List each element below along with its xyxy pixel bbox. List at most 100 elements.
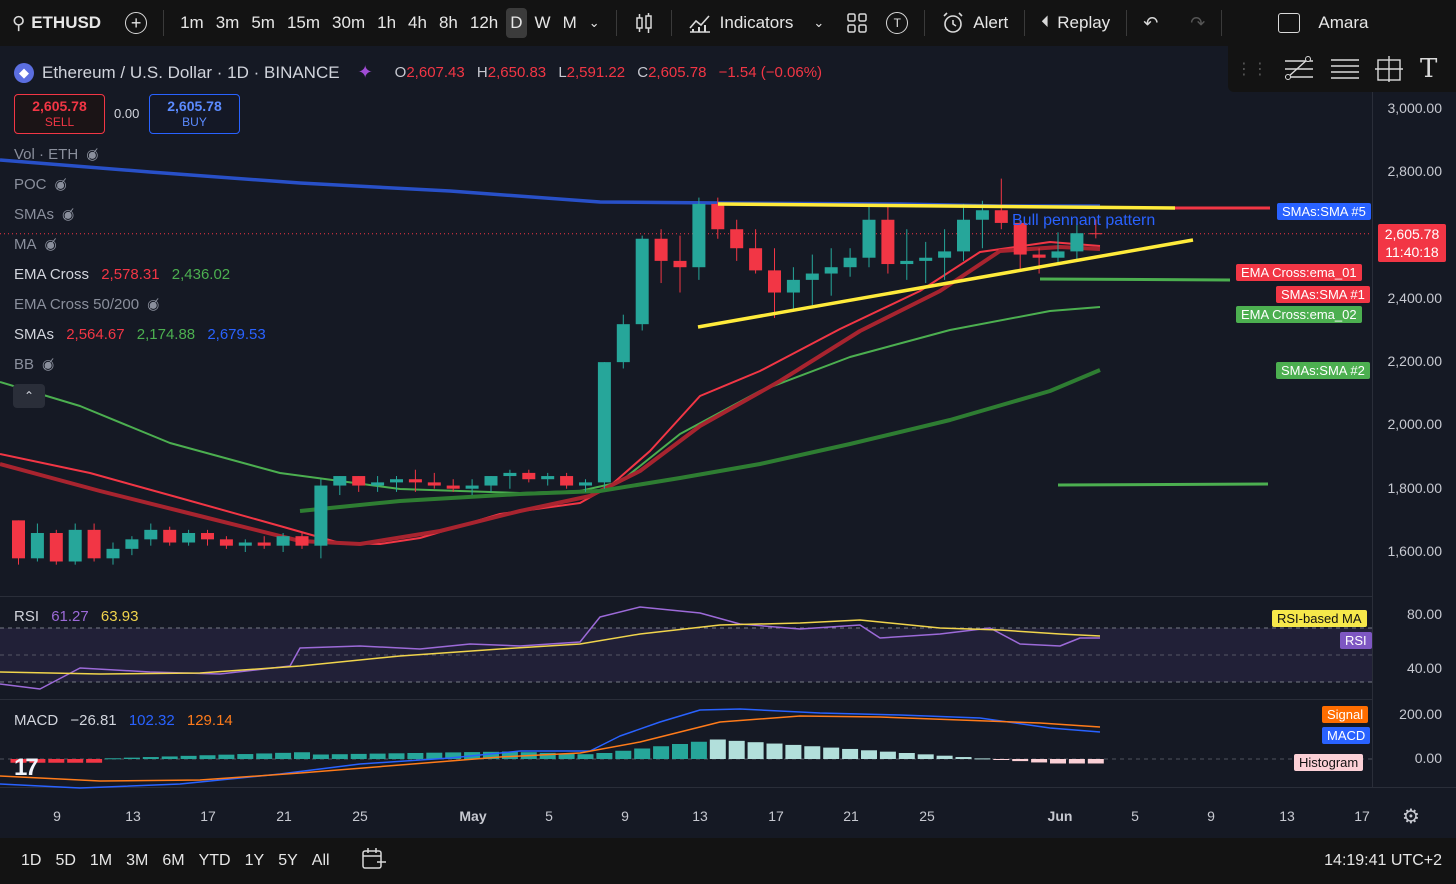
interval-1h[interactable]: 1h: [377, 13, 397, 32]
undo-button[interactable]: ↶: [1137, 8, 1164, 38]
price-axis-label: 2,200.00: [1387, 353, 1443, 370]
crosshair-box-icon[interactable]: [1374, 55, 1404, 83]
macd-histogram-bar: [483, 751, 499, 759]
legend-ma[interactable]: MA ◉̸: [14, 236, 57, 253]
range-1m[interactable]: 1M: [89, 852, 113, 869]
rsi-axis-80: 80.00: [1406, 606, 1442, 622]
tag-sma2: SMAs:SMA #2: [1276, 362, 1370, 379]
macd-histogram-bar: [1068, 759, 1085, 764]
buy-label: BUY: [182, 115, 207, 129]
range-ytd[interactable]: YTD: [198, 852, 231, 869]
interval-dropdown[interactable]: ⌄: [583, 8, 606, 38]
alert-label: Alert: [973, 13, 1009, 32]
template-badge: T: [886, 12, 909, 34]
legend-ema-cross-50-200[interactable]: EMA Cross 50/200 ◉̸: [14, 296, 159, 313]
chart-settings-button[interactable]: ⚙: [1402, 804, 1420, 829]
indicators-button[interactable]: Indicators: [682, 8, 800, 38]
eye-off-icon[interactable]: ◉̸: [62, 206, 75, 222]
price-axis-label: 2,800.00: [1387, 163, 1443, 180]
interval-5m[interactable]: 5m: [251, 13, 275, 32]
range-1d[interactable]: 1D: [21, 852, 42, 869]
chart-type-button[interactable]: [627, 8, 661, 38]
interval-d[interactable]: D: [506, 8, 527, 38]
legend-ema-cross[interactable]: EMA Cross 2,578.31 2,436.02: [14, 266, 230, 283]
interval-m[interactable]: M: [562, 13, 577, 32]
interval-15m[interactable]: 15m: [286, 13, 321, 32]
account-button[interactable]: Amara: [1272, 8, 1374, 38]
tradingview-logo[interactable]: 17: [14, 754, 39, 781]
interval-12h[interactable]: 12h: [469, 13, 499, 32]
range-6m[interactable]: 6M: [162, 852, 185, 869]
interval-w[interactable]: W: [534, 13, 551, 32]
layouts-button[interactable]: [840, 8, 874, 38]
range-3m[interactable]: 3M: [126, 852, 149, 869]
macd-legend[interactable]: MACD −26.81 102.32 129.14: [14, 712, 233, 729]
chart-annotation[interactable]: Bull pennant pattern: [1012, 212, 1156, 229]
compare-symbol-button[interactable]: +: [119, 8, 153, 38]
trend-angle-icon[interactable]: [1282, 55, 1316, 83]
candle-body: [106, 548, 120, 559]
rsi-label: RSI: [14, 608, 40, 625]
date-range-button[interactable]: [361, 847, 387, 876]
tag-signal: Signal: [1322, 706, 1369, 723]
templates-button[interactable]: T: [880, 8, 914, 38]
eye-off-icon[interactable]: ◉̸: [44, 236, 57, 252]
tag-macd: MACD: [1322, 727, 1371, 744]
current-price-value: 2,605.78: [1384, 226, 1440, 242]
interval-3m[interactable]: 3m: [215, 13, 240, 32]
interval-4h[interactable]: 4h: [408, 13, 427, 32]
candle-body: [503, 472, 517, 477]
tag-rsi-ma: RSI-based MA: [1272, 610, 1367, 627]
legend-smas[interactable]: SMAs 2,564.67 2,174.88 2,679.53: [14, 326, 266, 343]
candle-body: [49, 533, 63, 562]
chart-canvas[interactable]: [0, 46, 1456, 838]
eye-off-icon[interactable]: ◉̸: [147, 296, 160, 312]
rsi-legend[interactable]: RSI 61.27 63.93: [14, 608, 138, 625]
candle-body: [749, 248, 763, 271]
range-all[interactable]: All: [311, 852, 330, 869]
text-tool-icon[interactable]: T: [1420, 54, 1438, 84]
sma1-line: [0, 245, 1101, 546]
interval-1m[interactable]: 1m: [180, 13, 204, 32]
collapse-legend-button[interactable]: ⌃: [13, 384, 45, 408]
drag-handle-icon[interactable]: ⋮⋮: [1236, 61, 1268, 78]
interval-30m[interactable]: 30m: [332, 13, 366, 32]
candle-body: [87, 529, 101, 559]
eye-off-icon[interactable]: ◉̸: [54, 176, 67, 192]
macd-histogram-bar: [1087, 759, 1104, 764]
legend-poc-label: POC: [14, 176, 47, 193]
macd-histogram-bar: [275, 752, 292, 759]
clock[interactable]: 14:19:41 UTC+2: [1324, 852, 1442, 869]
interval-8h[interactable]: 8h: [438, 13, 458, 32]
square-icon: [1278, 13, 1301, 33]
countdown-value: 11:40:18: [1385, 244, 1439, 260]
macd-histogram-bar: [653, 746, 670, 759]
separator: [615, 10, 617, 36]
chart-area[interactable]: ◆ Ethereum / U.S. Dollar · 1D · BINANCE …: [0, 46, 1456, 838]
macd-histogram-bar: [426, 752, 443, 759]
share-icon[interactable]: ✦: [357, 62, 373, 82]
replay-button[interactable]: ⏴ Replay: [1035, 8, 1116, 38]
redo-button[interactable]: ↷: [1184, 8, 1211, 38]
buy-button[interactable]: 2,605.78 BUY: [149, 94, 240, 134]
range-1y[interactable]: 1Y: [244, 852, 265, 869]
symbol-search-button[interactable]: ⚲ ETHUSD: [0, 8, 107, 38]
alert-button[interactable]: Alert: [935, 8, 1014, 38]
macd-histogram-bar: [974, 758, 991, 760]
legend-smas-hidden[interactable]: SMAs ◉̸: [14, 206, 74, 223]
sell-button[interactable]: 2,605.78 SELL: [14, 94, 105, 134]
indicators-dropdown[interactable]: ⌄: [807, 8, 830, 38]
legend-bb[interactable]: BB ◉̸: [14, 356, 54, 373]
fib-lines-icon[interactable]: [1328, 55, 1362, 83]
range-5d[interactable]: 5D: [55, 852, 76, 869]
macd-histogram-bar: [199, 755, 216, 759]
candle-body: [522, 472, 536, 480]
eye-off-icon[interactable]: ◉̸: [86, 146, 99, 162]
legend-poc[interactable]: POC ◉̸: [14, 176, 67, 193]
legend-vol[interactable]: Vol · ETH ◉̸: [14, 146, 98, 163]
macd-histogram-bar: [804, 746, 821, 759]
range-5y[interactable]: 5Y: [278, 852, 298, 869]
eye-off-icon[interactable]: ◉̸: [42, 356, 55, 372]
candle-body: [692, 203, 706, 268]
price-axis-label: 1,800.00: [1387, 479, 1443, 496]
